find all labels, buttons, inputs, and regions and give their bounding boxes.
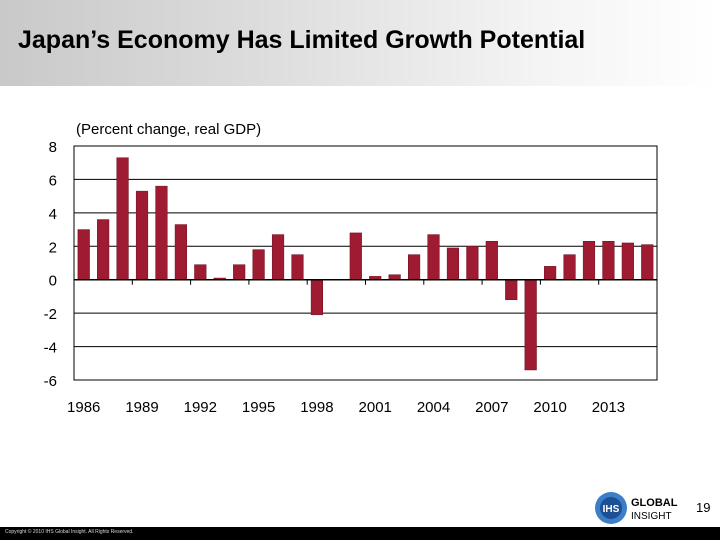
x-tick-label: 2007 (475, 399, 508, 416)
y-tick-label: -2 (44, 306, 57, 323)
x-tick-label: 2013 (592, 399, 625, 416)
bar (116, 157, 129, 280)
bar (641, 244, 654, 280)
x-tick-label: 1989 (125, 399, 158, 416)
label-layer: 8 6 4 2 0 -2 -4 -6 1986 1989 1992 1995 1998 2001 2004 2… (44, 139, 625, 416)
bar (252, 249, 265, 280)
x-tick-label: 2004 (417, 399, 450, 416)
x-tick-label: 1995 (242, 399, 275, 416)
plot-frame (73, 145, 658, 381)
bar-layer (77, 157, 654, 371)
bar (505, 279, 518, 301)
bar (408, 254, 421, 280)
x-tick-label: 1992 (184, 399, 217, 416)
y-tick-label: 4 (49, 206, 57, 223)
bar (544, 266, 557, 280)
bar (466, 246, 479, 280)
bar (388, 274, 401, 280)
chart-subtitle: (Percent change, real GDP) (76, 121, 261, 138)
bar (524, 279, 537, 371)
bar (291, 254, 304, 280)
bar (582, 241, 596, 280)
y-tick-label: 0 (49, 273, 57, 290)
bar (349, 232, 362, 280)
copyright-text: Copyright © 2010 IHS Global Insight. All… (5, 529, 134, 535)
title-band (0, 0, 720, 86)
logo-mark-text: IHS (603, 504, 620, 515)
y-tick-label: -4 (44, 340, 57, 357)
bar (621, 242, 634, 280)
x-tick-label: 1998 (300, 399, 333, 416)
x-tick-label: 2001 (359, 399, 392, 416)
axis-layer (73, 145, 658, 381)
bar (174, 224, 187, 280)
bar (194, 264, 207, 280)
bar (427, 234, 440, 280)
logo-inner-circle (600, 497, 622, 519)
x-tick-label: 1986 (67, 399, 100, 416)
y-tick-label: 6 (49, 172, 57, 189)
y-tick-label: 2 (49, 239, 57, 256)
bar (485, 241, 498, 280)
footer-bar: Copyright © 2010 IHS Global Insight. All… (0, 527, 720, 540)
x-tick-label: 2010 (533, 399, 566, 416)
ihs-global-insight-logo: IHS GLOBAL INSIGHT (595, 492, 678, 524)
y-tick-label: 8 (49, 139, 57, 156)
bar (446, 247, 460, 280)
logo-line1: GLOBAL (631, 497, 678, 509)
bar (77, 229, 90, 280)
bar (563, 254, 576, 280)
bar (135, 190, 149, 280)
slide-title: Japan’s Economy Has Limited Growth Poten… (18, 26, 586, 54)
bar (155, 185, 168, 280)
bar (97, 219, 110, 280)
y-tick-label: -6 (44, 373, 57, 390)
page-number: 19 (696, 500, 711, 515)
bar (310, 279, 323, 316)
bar (602, 241, 615, 280)
bar (233, 264, 246, 280)
logo-line2: INSIGHT (631, 511, 672, 522)
bar (271, 234, 285, 280)
